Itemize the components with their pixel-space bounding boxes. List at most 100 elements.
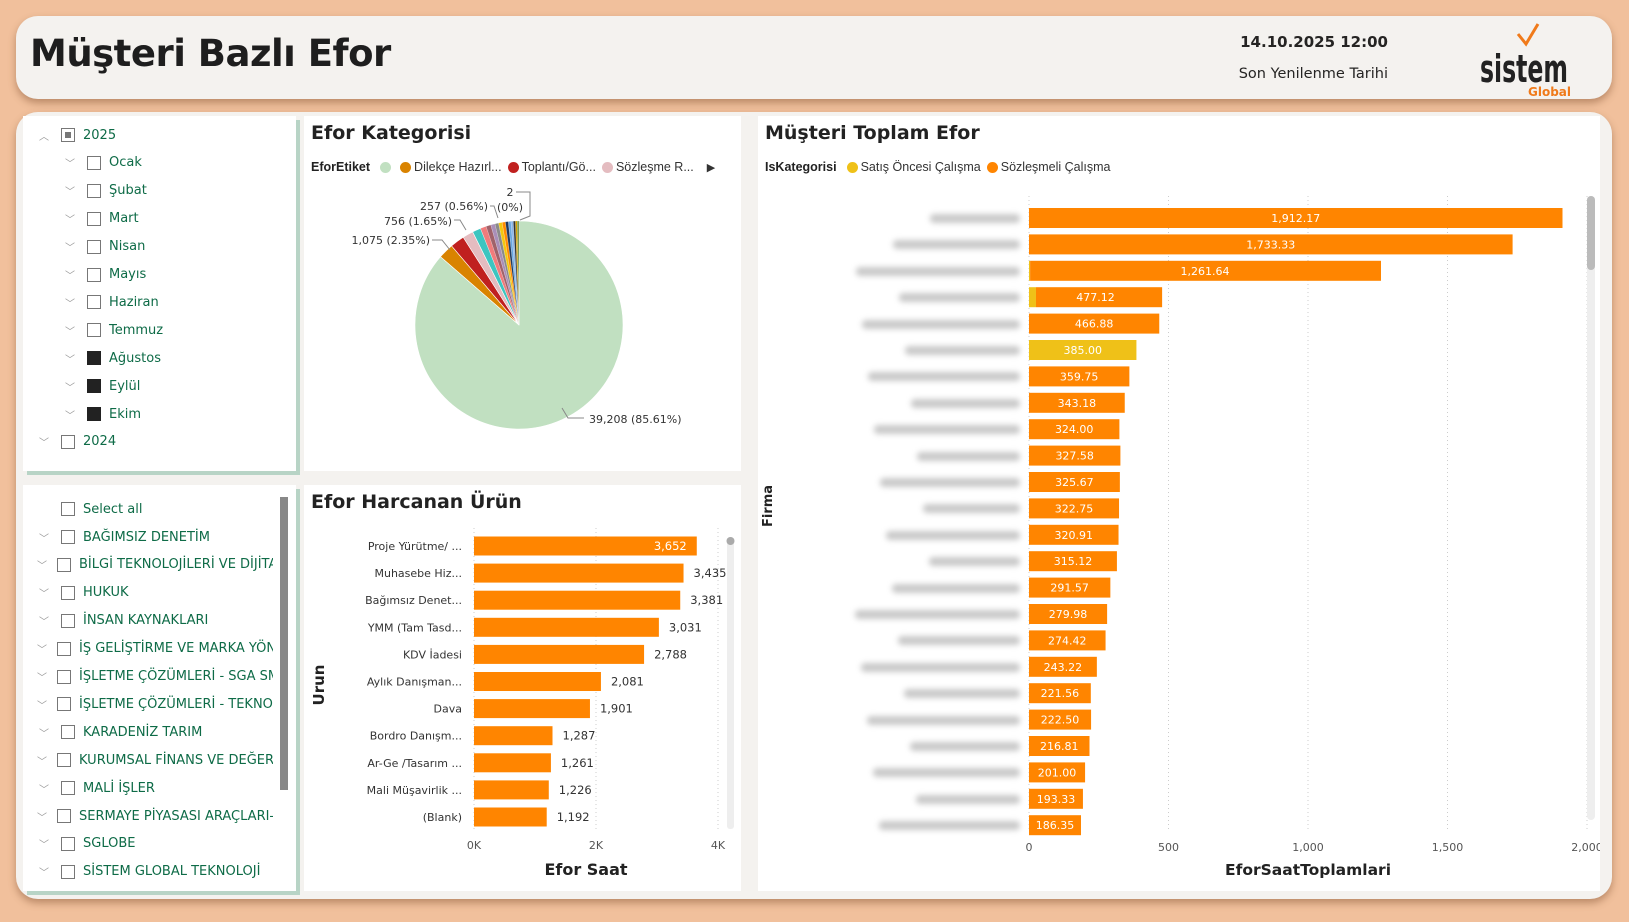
slicer-item[interactable]: ﹀ Ağustos xyxy=(63,348,161,368)
checkbox[interactable] xyxy=(57,697,71,712)
slicer-item[interactable]: ﹀ Temmuz xyxy=(63,320,163,340)
chevron-down-icon[interactable]: ﹀ xyxy=(39,617,49,629)
legend-item[interactable]: Sözleşme R... xyxy=(615,160,694,174)
slicer-item[interactable]: ﹀ BİLGİ TEKNOLOJİLERİ VE DİJİTAL. xyxy=(37,555,273,575)
bar-segment xyxy=(1029,709,1092,730)
slicer-item[interactable]: ﹀ SERMAYE PİYASASI ARAÇLARI-F... xyxy=(37,806,273,826)
slicer-item[interactable]: ﹀ İNSAN KAYNAKLARI xyxy=(37,611,273,631)
checkbox[interactable] xyxy=(61,836,75,851)
slicer-item[interactable]: ﹀ İŞ GELİŞTİRME VE MARKA YÖNE. xyxy=(37,639,273,659)
checkbox[interactable] xyxy=(87,323,101,338)
chevron-down-icon[interactable]: ﹀ xyxy=(39,728,49,740)
checkbox[interactable] xyxy=(57,557,71,572)
slicer-item-label: Select all xyxy=(83,501,143,517)
checkbox[interactable] xyxy=(87,267,101,282)
slicer-item[interactable]: ﹀ SİSTEM GLOBAL TEKNOLOJİ xyxy=(37,862,273,882)
chevron-down-icon[interactable]: ﹀ xyxy=(65,243,75,255)
slicer-item[interactable]: ﹀ İŞLETME ÇÖZÜMLERİ - TEKNOP.. xyxy=(37,694,273,714)
slicer-item[interactable]: ﹀ SGLOBE xyxy=(37,834,273,854)
checkbox[interactable] xyxy=(87,407,101,421)
chevron-down-icon[interactable]: ﹀ xyxy=(39,784,49,796)
slicer-item[interactable]: ﹀ Mart xyxy=(63,209,139,229)
chevron-down-icon[interactable]: ﹀ xyxy=(37,756,47,768)
checkbox[interactable] xyxy=(61,781,75,796)
checkbox[interactable] xyxy=(57,753,71,768)
customer-bar-chart: 0 500 1,000 1,500 2,000 1,912.17 1,733.33 1,261… xyxy=(761,196,1600,879)
blurred-category-label xyxy=(916,794,1020,804)
legend-item[interactable]: Satış Öncesi Çalışma xyxy=(860,160,981,174)
legend-item[interactable]: Toplantı/Gö... xyxy=(521,160,596,174)
bar-segment xyxy=(1029,366,1130,387)
slicer-item[interactable]: ﹀ Haziran xyxy=(63,292,159,312)
legend-next-arrow-icon[interactable]: ▶ xyxy=(706,161,716,174)
slicer-item[interactable]: ﹀ HUKUK xyxy=(37,583,273,603)
slicer-item-label: Ocak xyxy=(109,155,142,171)
checkbox[interactable] xyxy=(61,128,75,142)
checkbox[interactable] xyxy=(57,809,71,823)
chevron-down-icon[interactable]: ﹀ xyxy=(37,561,47,573)
chevron-down-icon[interactable]: ﹀ xyxy=(65,159,75,171)
checkbox[interactable] xyxy=(61,585,75,600)
checkbox[interactable] xyxy=(61,864,75,879)
chevron-down-icon[interactable]: ﹀ xyxy=(65,298,75,310)
select-all-item[interactable]: Select all xyxy=(37,499,142,519)
chevron-down-icon[interactable]: ﹀ xyxy=(39,840,49,852)
slicer-item-label: 2024 xyxy=(83,434,117,450)
chevron-down-icon[interactable]: ﹀ xyxy=(65,410,75,422)
blurred-category-label xyxy=(868,372,1020,382)
slicer-item[interactable]: ﹀ KARADENİZ TARIM xyxy=(37,722,273,742)
checkbox[interactable] xyxy=(87,155,101,170)
slicer-item[interactable]: ﹀ İŞLETME ÇÖZÜMLERİ - SGA SM.. xyxy=(37,667,273,687)
legend-item[interactable]: Dilekçe Hazırl... xyxy=(414,160,502,174)
blurred-category-label xyxy=(855,610,1020,619)
checkbox[interactable] xyxy=(61,434,75,449)
checkbox[interactable] xyxy=(57,669,71,684)
checkbox[interactable] xyxy=(87,351,101,366)
checkbox[interactable] xyxy=(61,613,75,628)
chevron-down-icon[interactable]: ﹀ xyxy=(65,354,75,366)
checkbox[interactable] xyxy=(87,379,101,394)
bar xyxy=(474,563,684,583)
checkbox[interactable] xyxy=(61,725,75,740)
slicer-item[interactable]: ﹀ KURUMSAL FİNANS VE DEĞERL. xyxy=(37,750,273,770)
scrollbar-thumb xyxy=(726,537,735,545)
report-canvas: ︿ 2025 ﹀ Ocak ﹀ Şubat ﹀ Mart ﹀ Nisan ﹀ Mayıs ﹀ Hazira… xyxy=(16,112,1612,899)
checkbox[interactable] xyxy=(61,502,75,516)
chart-title: Efor Kategorisi xyxy=(311,122,472,144)
blurred-category-label xyxy=(923,504,1020,514)
chevron-down-icon[interactable]: ﹀ xyxy=(37,673,47,684)
checkbox[interactable] xyxy=(87,239,101,254)
slicer-item[interactable]: ﹀ Nisan xyxy=(63,237,145,257)
checkbox[interactable] xyxy=(87,211,101,226)
chevron-down-icon[interactable]: ﹀ xyxy=(65,187,75,199)
slicer-item[interactable]: ﹀ Ocak xyxy=(63,153,142,173)
chevron-down-icon[interactable]: ﹀ xyxy=(39,438,49,450)
slicer-item[interactable]: ﹀ BAĞIMSIZ DENETİM xyxy=(37,527,273,547)
slicer-item[interactable]: ﹀ Mayıs xyxy=(63,265,146,285)
chevron-down-icon[interactable]: ﹀ xyxy=(39,868,49,880)
slicer-item[interactable]: ︿ 2025 xyxy=(37,125,116,145)
chevron-down-icon[interactable]: ﹀ xyxy=(39,589,49,601)
chevron-down-icon[interactable]: ﹀ xyxy=(37,700,47,712)
chevron-down-icon[interactable]: ﹀ xyxy=(65,271,75,282)
scrollbar[interactable] xyxy=(280,497,288,790)
pie-chart: 39,208 (85.61%) 1,075 (2.35%) 756 (1.65%) 2… xyxy=(351,186,682,430)
chevron-down-icon[interactable]: ﹀ xyxy=(65,215,75,227)
legend-item[interactable]: Sözleşmeli Çalışma xyxy=(1000,160,1111,174)
chevron-down-icon[interactable]: ﹀ xyxy=(37,645,47,657)
chevron-down-icon[interactable]: ﹀ xyxy=(37,812,47,824)
checkbox[interactable] xyxy=(57,641,71,656)
slicer-item[interactable]: ﹀ MALİ İŞLER xyxy=(37,778,273,798)
chevron-down-icon[interactable]: ﹀ xyxy=(65,382,75,394)
chevron-down-icon[interactable]: ﹀ xyxy=(65,326,75,338)
slicer-item[interactable]: ﹀ Eylül xyxy=(63,376,140,396)
checkbox[interactable] xyxy=(87,295,101,310)
chevron-up-icon[interactable]: ︿ xyxy=(39,131,49,143)
checkbox[interactable] xyxy=(87,183,101,198)
slicer-item[interactable]: ﹀ Şubat xyxy=(63,181,147,201)
chevron-down-icon[interactable]: ﹀ xyxy=(39,533,49,545)
slicer-item[interactable]: ﹀ Ekim xyxy=(63,404,141,424)
data-label: 3,381 xyxy=(690,593,723,607)
checkbox[interactable] xyxy=(61,530,75,544)
slicer-item[interactable]: ﹀ 2024 xyxy=(37,432,116,452)
